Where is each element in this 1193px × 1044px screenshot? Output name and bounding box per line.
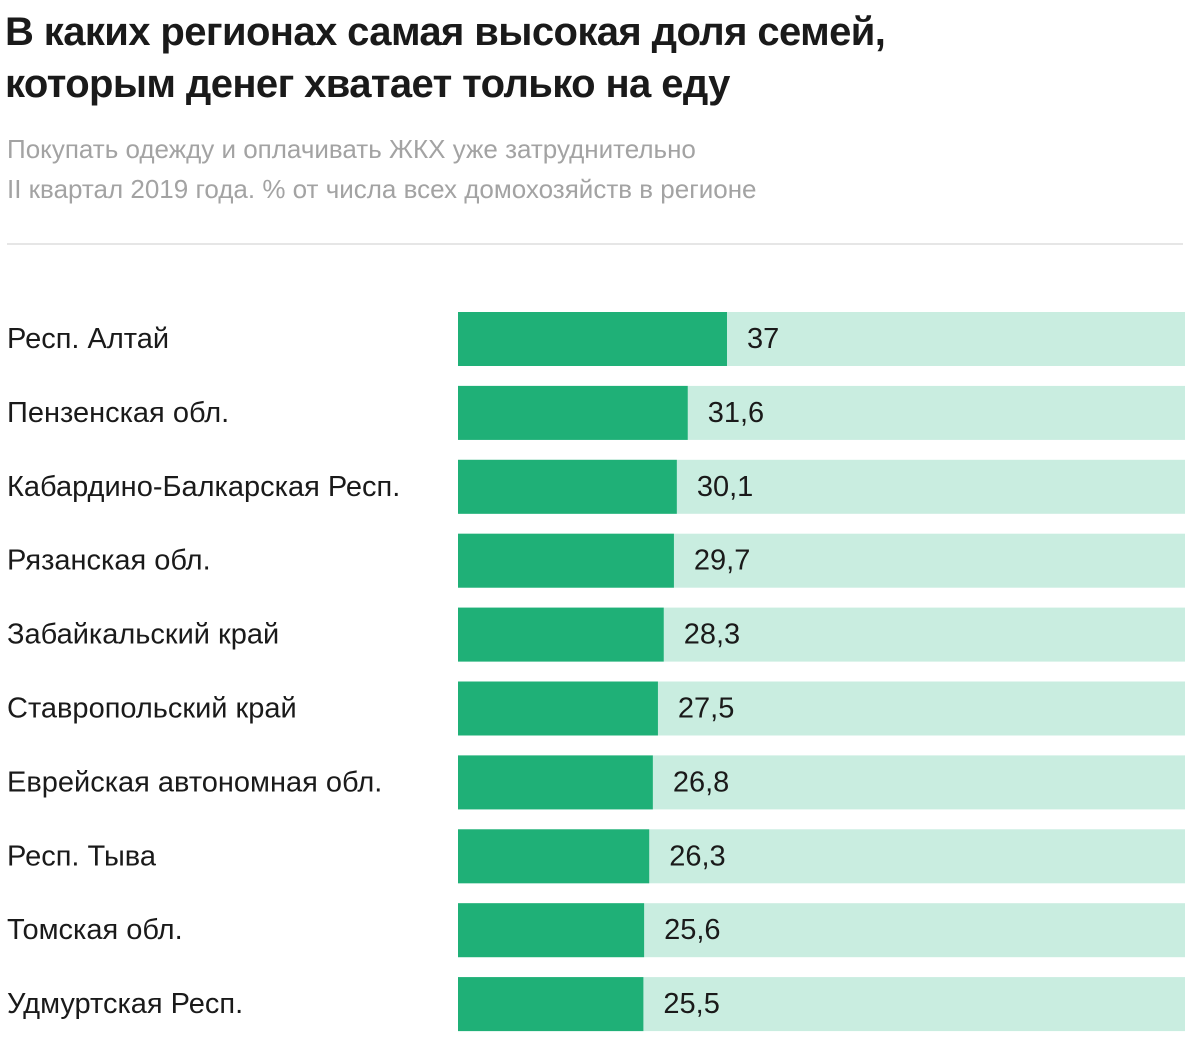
bar-row: Ставропольский край 27,5 (7, 681, 1185, 736)
bar-row: Респ. Тыва 26,3 (7, 829, 1185, 884)
bar-row: Удмуртская Респ. 25,5 (7, 977, 1185, 1032)
category-label: Забайкальский край (7, 619, 279, 651)
bar-row: Пензенская обл. 31,6 (7, 385, 1185, 440)
value-label: 29,7 (694, 545, 750, 577)
bar-row: Томская обл. 25,6 (7, 903, 1185, 958)
bar (458, 903, 645, 958)
category-label: Рязанская обл. (7, 545, 211, 577)
bar (458, 681, 658, 736)
value-label: 27,5 (678, 693, 734, 725)
bar-row: Кабардино-Балкарская Респ. 30,1 (7, 459, 1185, 514)
value-label: 37 (747, 323, 779, 355)
value-label: 30,1 (697, 471, 753, 503)
category-label: Ставропольский край (7, 693, 297, 725)
value-label: 26,3 (669, 840, 725, 872)
chart-title-line-1: В каких регионах самая высокая доля семе… (5, 10, 886, 54)
chart-subtitle-line-2: II квартал 2019 года. % от числа всех до… (7, 174, 757, 204)
category-label: Респ. Алтай (7, 323, 169, 355)
bar (458, 829, 650, 884)
category-label: Томская обл. (7, 914, 183, 946)
category-label: Еврейская автономная обл. (7, 766, 382, 798)
chart-subtitle-line-1: Покупать одежду и оплачивать ЖКХ уже зат… (7, 134, 696, 164)
bar-row: Респ. Алтай 37 (7, 312, 1185, 366)
bar (458, 459, 677, 514)
category-label: Респ. Тыва (7, 840, 157, 872)
category-label: Кабардино-Балкарская Респ. (7, 471, 400, 503)
bar-row: Рязанская обл. 29,7 (7, 533, 1185, 588)
bar (458, 533, 674, 588)
chart-title-line-2: которым денег хватает только на еду (5, 62, 730, 106)
bar (458, 977, 644, 1032)
category-label: Пензенская обл. (7, 397, 229, 429)
bar (458, 607, 664, 662)
chart-title: В каких регионах самая высокая доля семе… (5, 6, 1185, 110)
value-label: 25,6 (664, 914, 720, 946)
bar-row: Забайкальский край 28,3 (7, 607, 1185, 662)
value-label: 26,8 (673, 766, 729, 798)
header-divider (7, 243, 1183, 245)
bar-row: Еврейская автономная обл. 26,8 (7, 755, 1185, 810)
bar (458, 385, 688, 440)
category-label: Удмуртская Респ. (7, 988, 243, 1020)
value-label: 28,3 (684, 619, 740, 651)
bar (458, 312, 727, 366)
chart-subtitle: Покупать одежду и оплачивать ЖКХ уже зат… (7, 129, 1187, 209)
value-label: 31,6 (708, 397, 764, 429)
bar (458, 755, 653, 810)
value-label: 25,5 (663, 988, 719, 1020)
